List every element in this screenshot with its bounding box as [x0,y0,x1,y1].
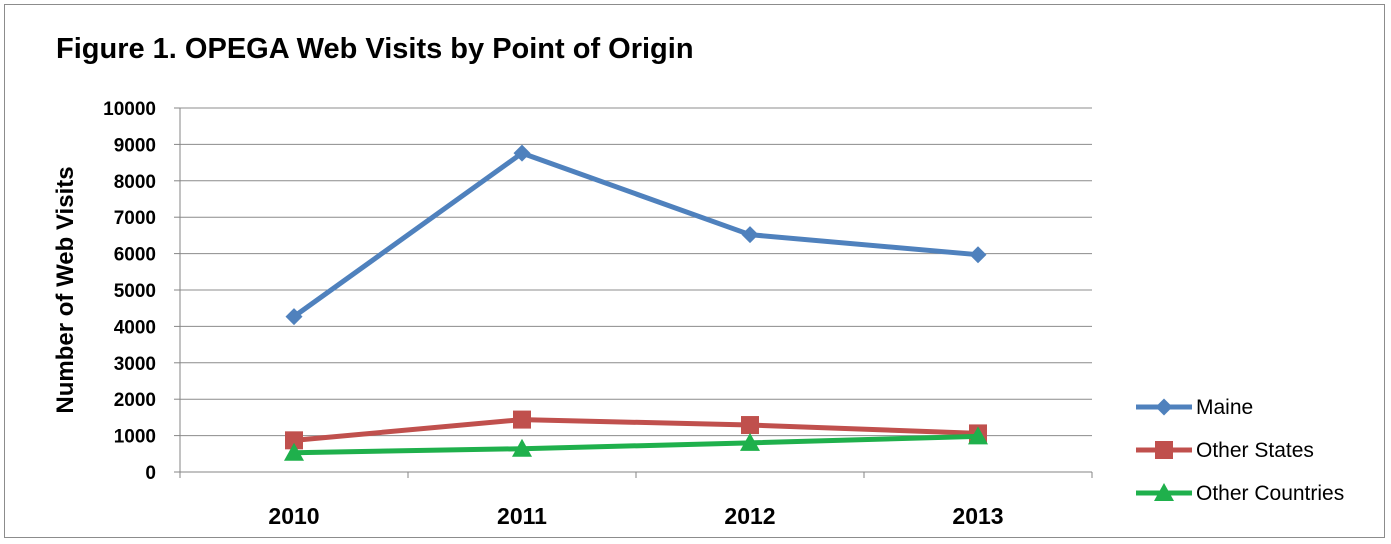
legend-marker [1155,441,1173,459]
legend-marker [1155,398,1173,416]
legend-marker [1154,483,1174,501]
y-axis-label: Number of Web Visits [52,166,79,413]
chart-title: Figure 1. OPEGA Web Visits by Point of O… [56,33,694,65]
data-point [284,442,304,461]
y-tick-label: 6000 [114,245,156,266]
legend-label: Maine [1196,396,1253,419]
y-axis-ticks: 0 1000 2000 3000 4000 5000 6000 7000 8000 9000 100… [103,99,156,484]
y-tick-label: 8000 [114,172,156,193]
data-point [968,426,988,445]
data-point [513,410,531,429]
legend-item: Other States [1136,439,1314,462]
legend-label: Other States [1196,439,1314,462]
data-point [285,431,303,450]
data-point [741,226,759,244]
y-tick-label: 5000 [114,281,156,302]
series-line-other-states [293,417,979,443]
legend: Maine Other States Other Countries [1136,396,1344,505]
y-tick-label: 9000 [114,135,156,156]
series-other-states [285,410,987,450]
x-tick-label: 2013 [952,503,1003,529]
y-tick-label: 1000 [114,427,156,448]
data-point [741,416,759,435]
series-group [284,144,988,461]
x-tick-label: 2010 [268,503,319,529]
y-tick-label: 3000 [114,354,156,375]
y-tick-label: 7000 [114,208,156,229]
x-tick-label: 2012 [724,503,775,529]
data-point [285,308,303,326]
x-tick-label: 2011 [497,503,547,529]
legend-item: Other Countries [1136,482,1344,505]
y-tick-label: 0 [145,463,156,484]
gridlines [174,107,1093,478]
data-point [740,432,760,451]
x-axis-ticks: 2010 2011 2012 2013 [268,503,1003,529]
y-tick-label: 2000 [114,390,156,411]
series-line-other-countries [293,433,979,456]
y-tick-label: 10000 [103,99,156,120]
legend-label: Other Countries [1196,482,1344,505]
data-point [969,246,987,264]
data-point [513,144,531,162]
data-point [512,438,532,457]
y-tick-label: 4000 [114,317,156,338]
series-line-maine [292,150,979,319]
series-maine [285,144,987,326]
series-other-countries [284,426,988,461]
legend-item: Maine [1136,396,1253,419]
